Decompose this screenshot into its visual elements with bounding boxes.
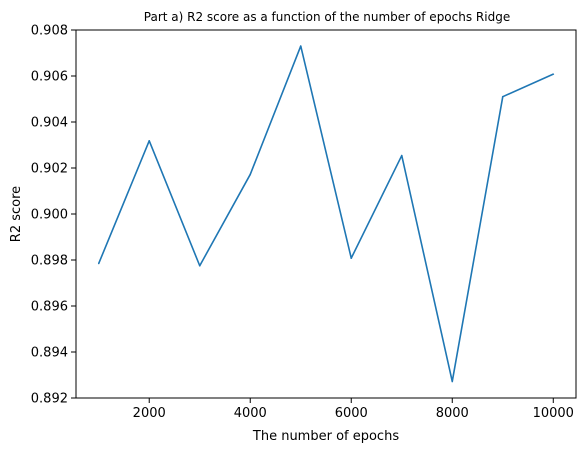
x-tick-label: 8000 xyxy=(436,406,469,421)
plot-frame xyxy=(75,29,577,399)
y-tick-label: 0.908 xyxy=(31,24,68,39)
y-axis: 0.892 0.894 0.896 0.898 0.900 0.902 0.904 0.906… xyxy=(31,24,76,407)
x-axis: 2000 4000 6000 8000 10000 xyxy=(133,398,574,421)
data-point xyxy=(350,257,353,259)
data-point xyxy=(97,262,100,265)
series-line xyxy=(97,45,554,383)
y-axis-label: R2 score xyxy=(9,186,24,242)
y-tick-label: 0.900 xyxy=(31,208,68,223)
x-axis-label: The number of epochs xyxy=(252,429,399,444)
y-tick-label: 0.898 xyxy=(31,254,68,269)
x-tick-label: 2000 xyxy=(133,406,166,421)
data-point xyxy=(299,45,302,47)
data-point xyxy=(249,173,252,176)
y-tick-label: 0.904 xyxy=(31,116,68,131)
data-point xyxy=(451,380,454,383)
series-layer xyxy=(97,45,555,383)
data-point xyxy=(198,264,201,267)
y-tick-label: 0.896 xyxy=(31,300,68,315)
y-tick-label: 0.894 xyxy=(31,346,68,361)
data-point xyxy=(501,95,504,98)
chart-title: Part a) R2 score as a function of the nu… xyxy=(144,10,510,24)
y-tick-label: 0.892 xyxy=(31,392,68,407)
data-point xyxy=(400,154,403,157)
x-tick-label: 6000 xyxy=(335,406,368,421)
x-tick-label: 4000 xyxy=(234,406,267,421)
y-tick-label: 0.906 xyxy=(31,70,68,85)
data-point xyxy=(148,140,151,142)
data-point xyxy=(552,73,555,75)
y-tick-label: 0.902 xyxy=(31,162,68,177)
x-tick-label: 10000 xyxy=(533,406,574,421)
